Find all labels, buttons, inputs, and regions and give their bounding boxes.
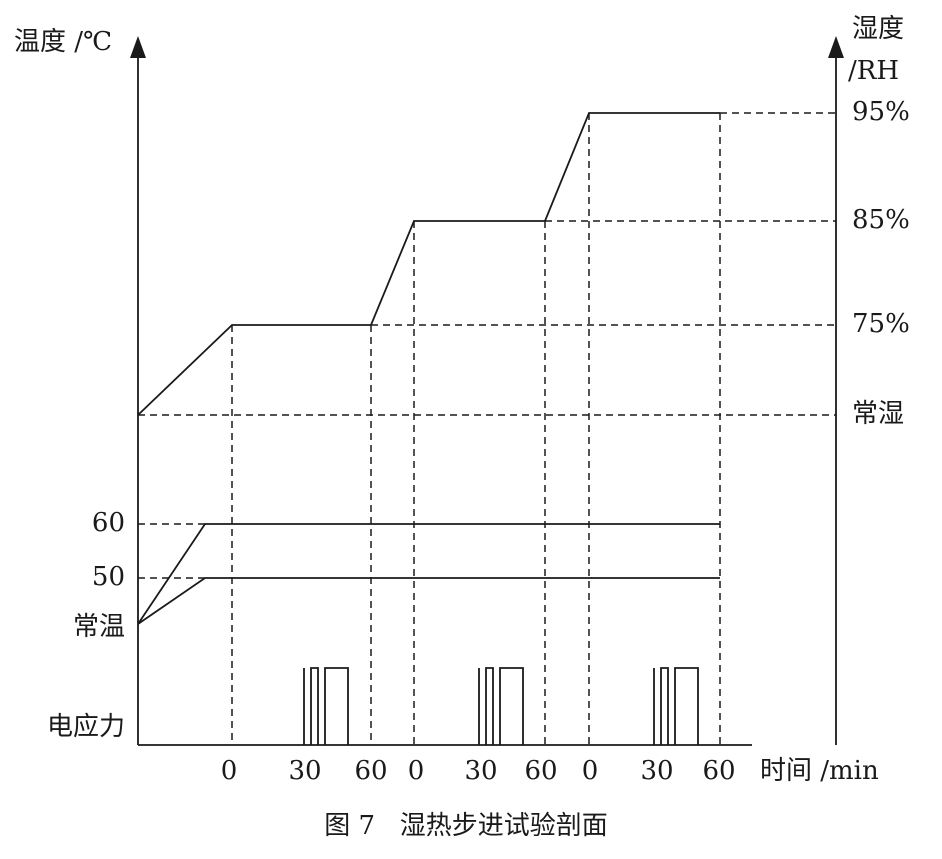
temperature-level: 常温 (73, 612, 125, 642)
humidity-level: 常湿 (852, 399, 904, 429)
humidity-level: 95% (852, 97, 910, 127)
temperature-level: 50 (92, 562, 125, 592)
left-axis-label: 温度 /℃ (14, 27, 112, 57)
time-tick: 30 (640, 756, 673, 786)
right-axis-label: 湿度 (852, 14, 904, 44)
axes (130, 36, 844, 746)
time-tick: 0 (582, 756, 599, 786)
humidity-level: 75% (852, 309, 910, 339)
time-tick: 60 (524, 756, 557, 786)
time-tick: 0 (221, 756, 238, 786)
right-axis-unit: /RH (848, 56, 899, 86)
profiles (137, 112, 720, 745)
humidity-level: 85% (852, 205, 910, 235)
dashed-guides (138, 112, 836, 745)
time-tick: 30 (464, 756, 497, 786)
time-axis-label: 时间 /min (760, 756, 879, 786)
time-tick: 0 (408, 756, 425, 786)
stress-label: 电应力 (47, 712, 125, 742)
time-tick: 30 (288, 756, 321, 786)
temperature-level: 60 (92, 508, 125, 538)
time-tick: 60 (702, 756, 735, 786)
caption: 图 7 湿热步进试验剖面 (324, 811, 608, 841)
time-tick: 60 (354, 756, 387, 786)
